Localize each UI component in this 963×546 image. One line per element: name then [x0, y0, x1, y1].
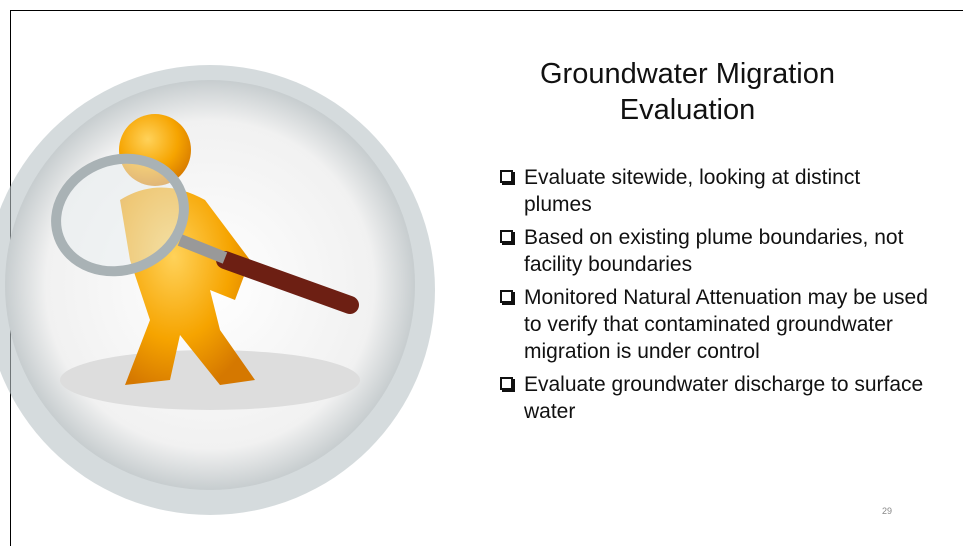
checkbox-icon: [500, 290, 513, 303]
illustration: [0, 65, 435, 515]
bullet-text: Evaluate sitewide, looking at distinct p…: [524, 166, 861, 216]
bullet-text: Monitored Natural Attenuation may be use…: [524, 286, 928, 363]
bullet: Based on existing plume boundaries, not …: [498, 224, 928, 278]
bullet-text: Evaluate groundwater discharge to surfac…: [524, 373, 924, 423]
checkbox-icon: [500, 377, 513, 390]
page-number: 29: [882, 506, 893, 516]
bullet-list: Evaluate sitewide, looking at distinct p…: [498, 164, 928, 431]
slide-title: Groundwater Migration Evaluation: [540, 58, 835, 126]
bullet: Monitored Natural Attenuation may be use…: [498, 284, 928, 365]
checkbox-icon: [500, 170, 513, 183]
checkbox-icon: [500, 230, 513, 243]
bullet: Evaluate groundwater discharge to surfac…: [498, 371, 928, 425]
magnifier-handle: [216, 251, 359, 314]
magnifier-lens: [51, 153, 189, 277]
magnifier-neck: [177, 234, 228, 264]
bullet-text: Based on existing plume boundaries, not …: [524, 226, 904, 276]
bullet: Evaluate sitewide, looking at distinct p…: [498, 164, 928, 218]
